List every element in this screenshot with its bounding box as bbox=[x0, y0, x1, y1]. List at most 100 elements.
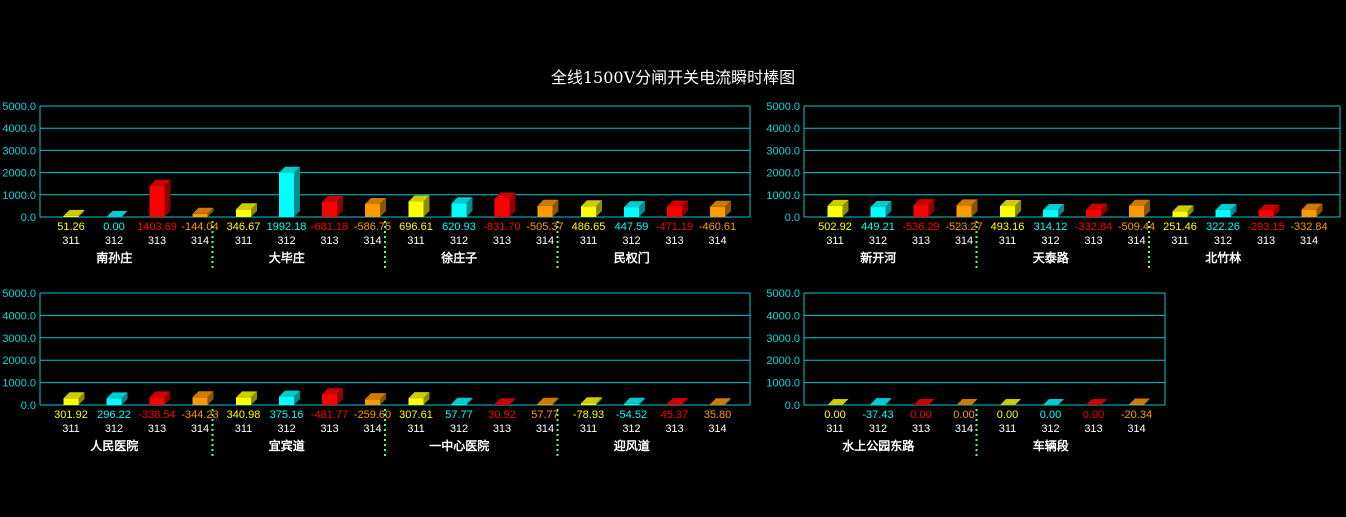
station-name: 人民医院 bbox=[90, 438, 138, 453]
bar-value-label: 620.93 bbox=[442, 221, 476, 233]
bar-side-face bbox=[1101, 203, 1107, 217]
bar-side-face bbox=[337, 195, 343, 217]
station-name: 车辆段 bbox=[1033, 438, 1070, 453]
switch-label: 311 bbox=[826, 423, 844, 435]
switch-label: 311 bbox=[235, 423, 253, 435]
bar-天泰路-312 bbox=[1043, 210, 1058, 217]
bar-top-face bbox=[408, 195, 430, 202]
bar-大毕庄-313 bbox=[322, 201, 337, 217]
bar-value-label: 322.26 bbox=[1206, 221, 1240, 233]
bar-大毕庄-314 bbox=[365, 203, 380, 217]
bar-side-face bbox=[207, 391, 214, 405]
bar-value-label: 340.98 bbox=[227, 409, 261, 421]
bar-side-face bbox=[1058, 204, 1064, 217]
switch-label: 311 bbox=[62, 235, 80, 247]
bar-徐庄子-314 bbox=[537, 205, 553, 217]
switch-label: 314 bbox=[1127, 423, 1145, 435]
bar-top-face bbox=[956, 199, 978, 206]
bar-top-face bbox=[149, 391, 171, 398]
bar-top-face bbox=[710, 200, 731, 207]
switch-label: 314 bbox=[1127, 235, 1145, 247]
switch-label: 312 bbox=[450, 235, 468, 247]
bar-民权门-311 bbox=[581, 206, 596, 217]
y-tick-label: 3000.0 bbox=[766, 145, 800, 157]
bar-top-face bbox=[710, 398, 731, 405]
switch-label: 311 bbox=[999, 235, 1017, 247]
bar-value-label: 307.61 bbox=[399, 409, 433, 421]
bar-value-label: -78.93 bbox=[573, 409, 604, 421]
y-tick-label: 2000.0 bbox=[2, 168, 36, 180]
bar-top-face bbox=[1172, 205, 1194, 212]
bar-top-face bbox=[581, 200, 602, 207]
bar-side-face bbox=[423, 195, 430, 217]
station-name: 迎风道 bbox=[614, 438, 650, 453]
bar-top-face bbox=[1301, 203, 1323, 210]
bar-value-label: 375.16 bbox=[270, 409, 304, 421]
y-tick-label: 0.0 bbox=[21, 212, 36, 224]
bar-side-face bbox=[294, 390, 300, 405]
switch-label: 312 bbox=[277, 235, 295, 247]
bar-迎风道-314 bbox=[710, 404, 725, 405]
bar-value-label: 0.00 bbox=[1083, 409, 1104, 421]
y-tick-label: 0.0 bbox=[785, 212, 800, 224]
bar-value-label: 45.37 bbox=[661, 409, 689, 421]
bar-top-face bbox=[236, 391, 257, 398]
switch-label: 311 bbox=[999, 423, 1017, 435]
switch-label: 311 bbox=[407, 235, 425, 247]
bar-top-face bbox=[1000, 200, 1021, 207]
bar-value-label: 0.00 bbox=[910, 409, 931, 421]
bar-top-face bbox=[451, 197, 473, 204]
bar-一中心医院-314 bbox=[537, 403, 553, 405]
bar-新开河-314 bbox=[956, 205, 972, 217]
bar-value-label: 296.22 bbox=[97, 409, 131, 421]
bar-side-face bbox=[337, 388, 343, 405]
bar-top-face bbox=[624, 397, 645, 404]
bar-value-label: -586.75 bbox=[354, 221, 391, 233]
bar-side-face bbox=[552, 397, 559, 405]
bar-top-face bbox=[192, 207, 214, 214]
bar-value-label: -332.84 bbox=[1290, 221, 1327, 233]
bar-side-face bbox=[78, 392, 85, 405]
y-tick-label: 4000.0 bbox=[766, 310, 800, 322]
bar-南孙庄-313 bbox=[149, 185, 165, 217]
bar-top-face bbox=[1129, 199, 1150, 206]
bar-value-label: -471.19 bbox=[656, 221, 693, 233]
switch-label: 314 bbox=[363, 423, 381, 435]
bar-top-face bbox=[279, 390, 300, 397]
bar-value-label: 0.00 bbox=[953, 409, 974, 421]
bar-side-face bbox=[1187, 205, 1194, 217]
bar-value-label: 57.77 bbox=[445, 409, 473, 421]
switch-label: 312 bbox=[1041, 423, 1059, 435]
bar-value-label: -509.44 bbox=[1118, 221, 1155, 233]
bar-民权门-312 bbox=[624, 207, 639, 217]
bar-value-label: -293.15 bbox=[1247, 221, 1284, 233]
y-tick-label: 5000.0 bbox=[2, 288, 36, 300]
bar-top-face bbox=[1258, 204, 1280, 211]
bar-宜宾道-313 bbox=[322, 394, 337, 405]
bar-迎风道-313 bbox=[667, 403, 682, 405]
bar-top-face bbox=[322, 388, 343, 395]
bar-value-label: -20.34 bbox=[1121, 409, 1152, 421]
bar-side-face bbox=[207, 207, 214, 217]
bar-side-face bbox=[509, 398, 516, 405]
bar-水上公园东路-312 bbox=[870, 404, 886, 405]
y-tick-label: 5000.0 bbox=[2, 101, 36, 113]
bar-value-label: 1403.69 bbox=[137, 221, 177, 233]
bar-徐庄子-313 bbox=[494, 198, 510, 217]
switch-label: 314 bbox=[708, 235, 726, 247]
chart-panel-1: 0.0 1000.0 2000.0 3000.0 4000.0 5000.0 51.26 31… bbox=[2, 101, 751, 269]
switch-label: 314 bbox=[1300, 235, 1318, 247]
bar-一中心医院-313 bbox=[494, 404, 510, 405]
bar-side-face bbox=[682, 200, 688, 217]
switch-label: 312 bbox=[450, 423, 468, 435]
bar-side-face bbox=[1144, 398, 1150, 405]
bar-side-face bbox=[885, 201, 892, 217]
switch-label: 314 bbox=[191, 423, 209, 435]
y-tick-label: 0.0 bbox=[785, 400, 800, 412]
bar-人民医院-313 bbox=[149, 397, 165, 405]
switch-label: 312 bbox=[622, 235, 640, 247]
bar-value-label: 0.00 bbox=[997, 409, 1018, 421]
bar-top-face bbox=[63, 209, 85, 216]
bar-value-label: 0.00 bbox=[824, 409, 845, 421]
switch-label: 313 bbox=[1257, 235, 1275, 247]
